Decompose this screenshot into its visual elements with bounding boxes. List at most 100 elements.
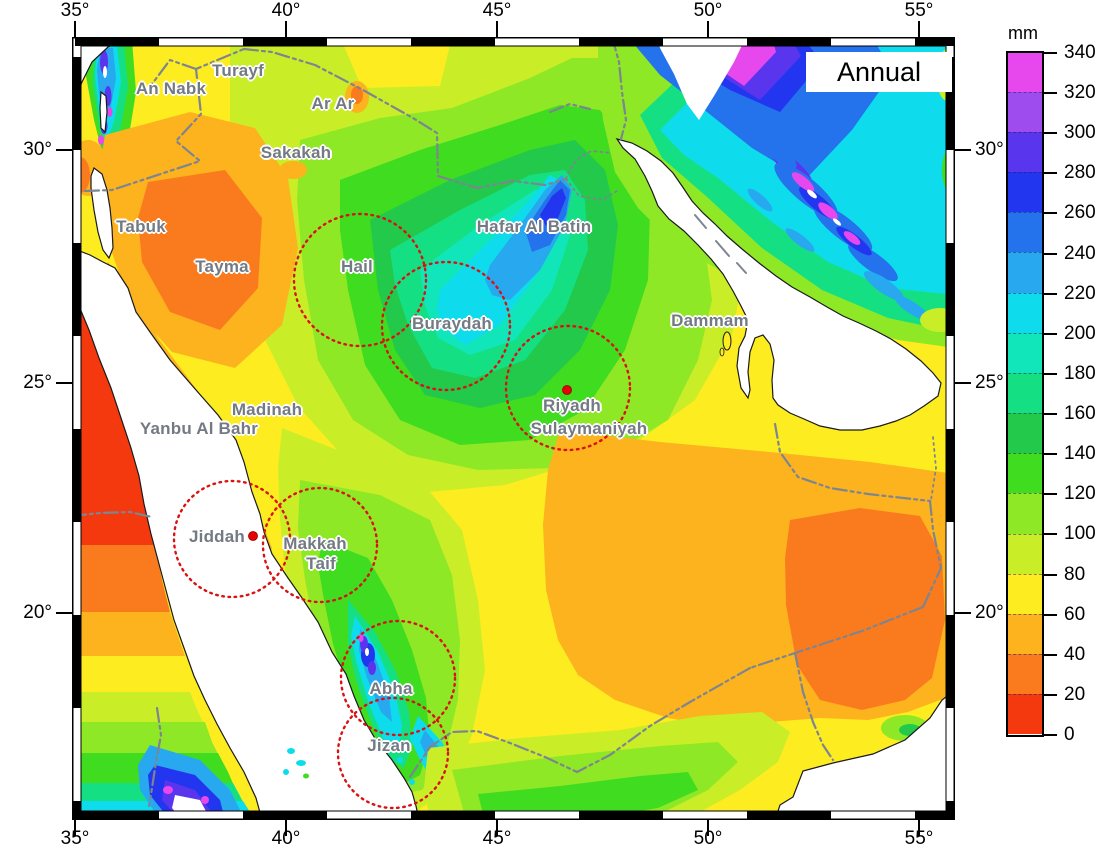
- colorbar: [1006, 50, 1044, 737]
- study-circle-abha: [339, 619, 457, 737]
- longitude-label-bottom: 35°: [60, 828, 90, 849]
- latitude-label-right: 30°: [975, 139, 1004, 160]
- colorbar-tick: [1043, 533, 1057, 536]
- axis-tick: [56, 382, 72, 384]
- study-circle-hail: [292, 212, 428, 348]
- colorbar-tick: [1043, 252, 1057, 255]
- latitude-label-right: 25°: [975, 372, 1004, 393]
- colorbar-tick: [1043, 52, 1057, 54]
- colorbar-label-300: 300: [1064, 122, 1096, 144]
- colorbar-tick: [1043, 172, 1057, 175]
- latitude-label-left: 30°: [23, 139, 52, 160]
- study-circle-jizan: [336, 696, 450, 810]
- border-saudi-oman: [748, 605, 925, 670]
- colorbar-label-240: 240: [1064, 242, 1096, 264]
- axis-tick: [955, 612, 971, 614]
- latitude-label-right: 20°: [975, 602, 1004, 623]
- colorbar-segment-200-180: [1008, 332, 1042, 373]
- colorbar-label-340: 340: [1064, 42, 1096, 63]
- zagros-streaks: [747, 134, 930, 320]
- colorbar-segment-100-80: [1008, 533, 1042, 574]
- colorbar-tick: [1043, 212, 1057, 215]
- colorbar-tick: [1043, 653, 1057, 656]
- colorbar-segment-240-220: [1008, 252, 1042, 293]
- colorbar-label-100: 100: [1064, 523, 1096, 545]
- axis-tick: [496, 820, 498, 836]
- colorbar-label-320: 320: [1064, 82, 1096, 104]
- axis-tick: [74, 21, 76, 37]
- colorbar-segment-220-200: [1008, 292, 1042, 333]
- season-label-box: Annual: [806, 52, 952, 92]
- axis-tick: [918, 21, 920, 37]
- colorbar-tick: [1043, 693, 1057, 696]
- city-marker-jiddah: [248, 531, 258, 541]
- rainfall-field: [72, 37, 955, 820]
- colorbar-segment-120-100: [1008, 493, 1042, 534]
- season-label: Annual: [836, 56, 922, 87]
- axis-tick: [56, 612, 72, 614]
- longitude-label-bottom: 55°: [904, 828, 934, 849]
- colorbar-label-80: 80: [1064, 563, 1086, 585]
- colorbar-segment-80-60: [1008, 573, 1042, 614]
- axis-tick: [285, 820, 287, 836]
- colorbar-tick: [1043, 613, 1057, 616]
- axis-tick: [955, 382, 971, 384]
- axis-tick: [56, 149, 72, 151]
- border-jordan-syria: [147, 58, 198, 90]
- longitude-label-top: 55°: [904, 0, 934, 21]
- map-frame-zebra: [72, 37, 955, 820]
- country-borders: [72, 37, 943, 808]
- red-sea: [72, 247, 420, 820]
- seas: [72, 37, 955, 820]
- colorbar-tick: [1043, 453, 1057, 456]
- axis-tick: [918, 820, 920, 836]
- colorbar-tick: [1043, 92, 1057, 95]
- border-kuwait: [565, 150, 618, 201]
- axis-tick: [707, 21, 709, 37]
- colorbar-label-220: 220: [1064, 282, 1096, 304]
- study-circle-riyadh: [504, 324, 632, 452]
- colorbar-label-0: 0: [1064, 724, 1075, 745]
- longitude-label-top: 45°: [482, 0, 512, 21]
- colorbar-label-20: 20: [1064, 683, 1086, 705]
- border-uae-oman: [930, 436, 937, 501]
- colorbar-label-260: 260: [1064, 202, 1096, 224]
- bahrain-island: [722, 331, 732, 351]
- colorbar-segment-280-260: [1008, 172, 1042, 213]
- axis-tick: [955, 149, 971, 151]
- longitude-label-bottom: 50°: [693, 828, 723, 849]
- colorbar-label-200: 200: [1064, 322, 1096, 344]
- colorbar-tick: [1043, 292, 1057, 295]
- latitude-label-left: 25°: [23, 372, 52, 393]
- border-iraq-saudi: [242, 47, 568, 190]
- colorbar-label-40: 40: [1064, 643, 1086, 665]
- colorbar-tick: [1043, 573, 1057, 576]
- latitude-label-left: 20°: [23, 602, 52, 623]
- border-saudi-uae: [773, 422, 932, 503]
- border-sudan-eritrea: [147, 706, 163, 808]
- border-yemen-oman: [793, 651, 835, 762]
- bahrain-islet: [719, 347, 725, 357]
- border-egypt-sudan: [72, 510, 154, 519]
- dead-sea: [99, 90, 108, 134]
- colorbar-segment-60-40: [1008, 613, 1042, 655]
- border-iraq-iran: [610, 37, 628, 141]
- arabian-sea: [774, 689, 955, 820]
- axis-tick: [496, 21, 498, 37]
- colorbar-segment-20-0: [1008, 694, 1042, 735]
- colorbar-tick: [1043, 372, 1057, 375]
- study-circle-jiddah: [172, 479, 292, 599]
- colorbar-tick: [1043, 332, 1057, 335]
- colorbar-segment-180-160: [1008, 372, 1042, 414]
- colorbar-tick: [1043, 413, 1057, 416]
- axis-tick: [285, 21, 287, 37]
- axis-tick: [74, 820, 76, 836]
- study-circle-makkah-taif: [261, 486, 379, 604]
- colorbar-tick: [1043, 493, 1057, 496]
- axis-tick: [707, 820, 709, 836]
- river-marks: [694, 214, 747, 274]
- colorbar-label-60: 60: [1064, 603, 1086, 625]
- colorbar-tick: [1043, 132, 1057, 135]
- border-iraq-iran-west: [548, 102, 592, 114]
